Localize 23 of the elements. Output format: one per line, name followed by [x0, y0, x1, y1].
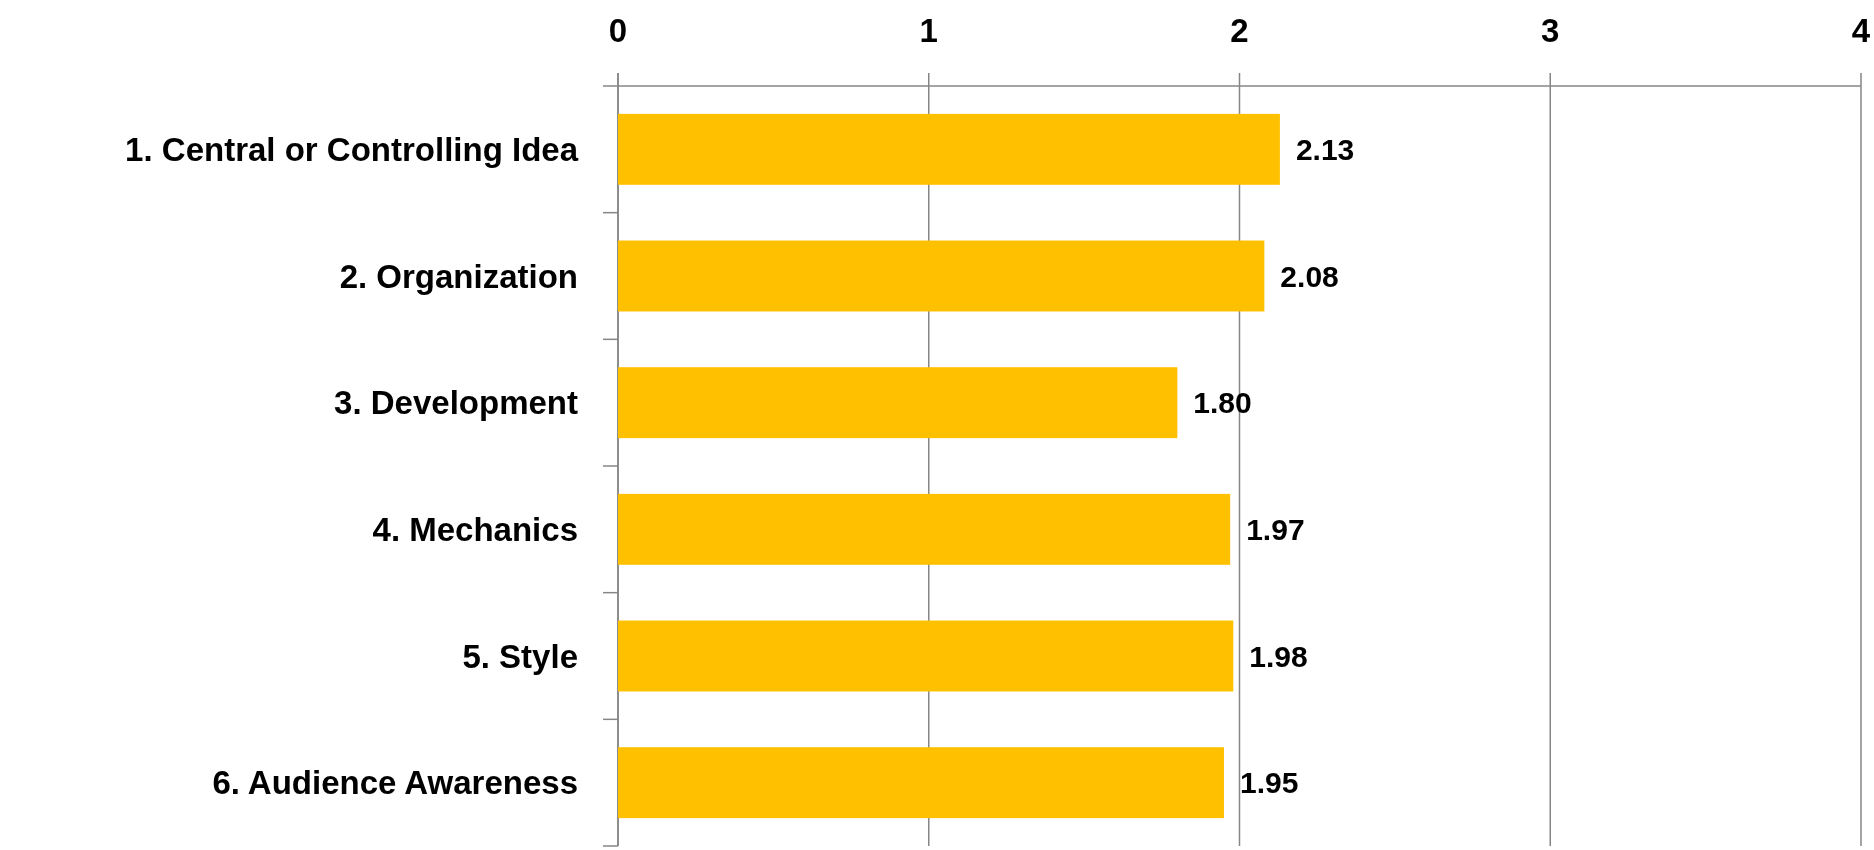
data-label: 1.95 — [1239, 766, 1299, 800]
y-tick-label: 6. Audience Awareness — [212, 764, 578, 802]
bar — [618, 240, 1265, 312]
y-tick-label: 2. Organization — [339, 257, 578, 295]
x-tick-label: 4 — [1851, 12, 1871, 49]
x-tick-label: 1 — [919, 12, 938, 49]
bar — [618, 493, 1231, 565]
y-tick-label: 4. Mechanics — [372, 510, 578, 548]
y-tick-label: 1. Central or Controlling Idea — [125, 130, 579, 168]
data-label: 2.13 — [1295, 132, 1355, 166]
bar — [618, 620, 1234, 692]
x-tick-label: 3 — [1541, 12, 1560, 49]
y-tick-label: 3. Development — [334, 384, 578, 422]
data-label: 1.80 — [1193, 386, 1252, 420]
bar — [618, 113, 1280, 185]
bar — [618, 367, 1178, 439]
data-label: 1.98 — [1249, 639, 1308, 673]
y-tick-label: 5. Style — [462, 637, 578, 675]
x-tick-label: 2 — [1230, 12, 1249, 49]
x-tick-label: 0 — [608, 12, 628, 49]
data-label: 1.97 — [1246, 512, 1305, 546]
bar — [618, 747, 1224, 819]
data-label: 2.08 — [1280, 259, 1339, 293]
